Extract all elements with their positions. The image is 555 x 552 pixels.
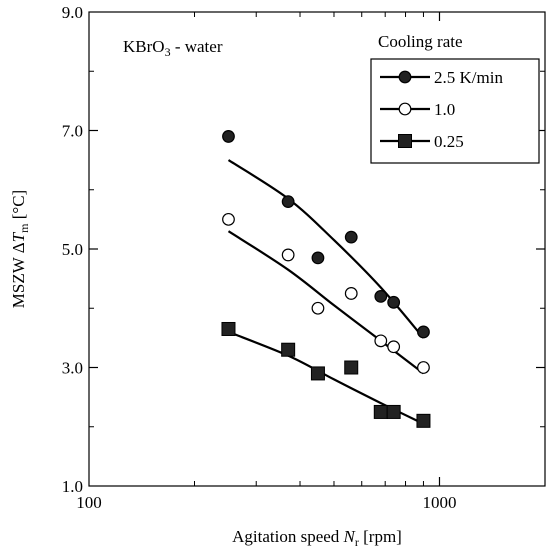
legend-marker: [398, 102, 412, 116]
legend: 2.5 K/min 1.0 0.25: [380, 68, 503, 151]
data-point: [344, 287, 358, 300]
y-tick-label: 5.0: [62, 240, 83, 259]
data-point: [281, 342, 296, 357]
data-point: [222, 212, 235, 226]
series-0: [222, 130, 430, 339]
x-tick-label: 1000: [422, 493, 456, 512]
data-point: [311, 251, 325, 265]
series-layer: [221, 130, 431, 428]
legend-label: 2.5 K/min: [434, 68, 503, 87]
data-point: [281, 195, 295, 209]
data-point: [387, 340, 401, 354]
data-point: [373, 404, 388, 419]
legend-item: 1.0: [380, 100, 455, 119]
y-tick-label: 3.0: [62, 359, 83, 378]
x-tick-label: 100: [76, 493, 102, 512]
data-point: [374, 290, 388, 303]
legend-marker: [398, 70, 412, 84]
y-tick-label: 7.0: [62, 122, 83, 141]
legend-marker: [398, 134, 412, 148]
data-point: [374, 334, 388, 348]
chart-annotation: KBrO3 - water: [123, 37, 223, 59]
data-point: [416, 413, 431, 428]
data-point: [387, 295, 401, 309]
legend-label: 1.0: [434, 100, 455, 119]
legend-label: 0.25: [434, 132, 464, 151]
x-axis-label: Agitation speed Nr [rpm]: [232, 527, 402, 549]
data-point: [221, 321, 236, 336]
y-axis: 1.0 3.0 5.0 7.0 9.0: [62, 3, 545, 496]
data-point: [311, 301, 325, 315]
y-tick-label: 1.0: [62, 477, 83, 496]
legend-item: 0.25: [380, 132, 464, 151]
data-point: [386, 404, 401, 419]
series-2: [221, 321, 431, 428]
data-point: [222, 130, 235, 143]
series-1: [222, 212, 430, 375]
legend-title: Cooling rate: [378, 32, 463, 51]
y-axis-label: MSZW ΔTm [°C]: [9, 190, 31, 308]
x-axis: 100 1000: [76, 12, 546, 512]
data-point: [417, 361, 430, 374]
data-point: [344, 360, 359, 375]
data-point: [417, 325, 430, 339]
data-point: [310, 366, 325, 381]
y-tick-label: 9.0: [62, 3, 83, 22]
data-point: [281, 248, 295, 262]
legend-item: 2.5 K/min: [380, 68, 503, 87]
data-point: [344, 230, 358, 244]
